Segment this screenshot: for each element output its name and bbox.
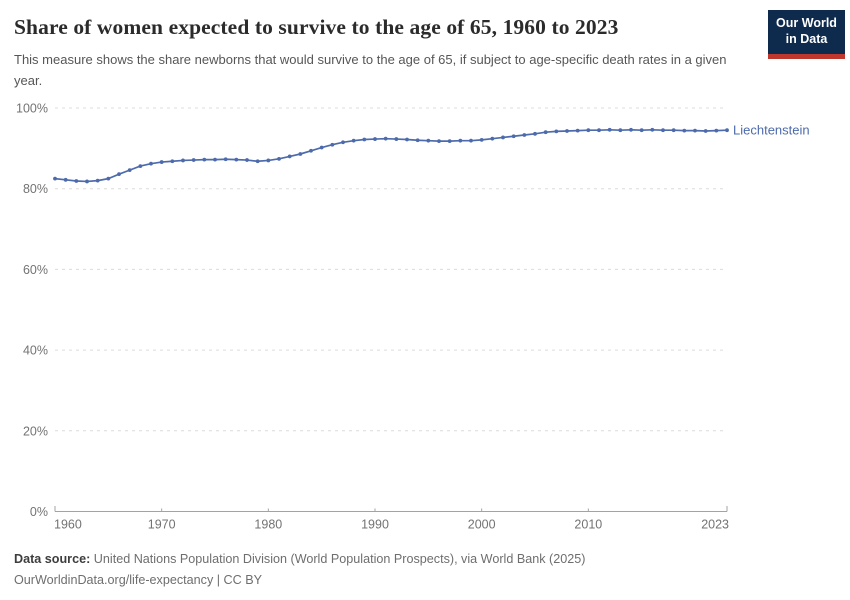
data-point xyxy=(202,157,207,162)
data-point xyxy=(138,164,143,168)
data-point xyxy=(330,142,335,147)
data-point xyxy=(629,127,633,132)
data-point xyxy=(533,131,537,136)
x-tick-label: 1990 xyxy=(361,518,389,532)
data-point xyxy=(277,156,281,161)
x-tick-label: 2000 xyxy=(468,518,496,532)
x-tick-label: 2010 xyxy=(574,518,602,532)
data-point xyxy=(191,158,196,162)
data-point xyxy=(618,128,623,133)
data-point xyxy=(170,159,175,164)
data-point xyxy=(597,128,601,133)
data-point xyxy=(522,133,527,137)
y-tick-label: 60% xyxy=(23,263,48,277)
footer-link-line[interactable]: OurWorldinData.org/life-expectancy | CC … xyxy=(14,573,263,587)
data-point xyxy=(213,157,217,162)
data-point xyxy=(63,177,68,182)
data-point xyxy=(714,128,719,133)
data-point xyxy=(266,158,271,163)
owid-logo-accent-bar xyxy=(768,54,845,60)
y-tick-label: 0% xyxy=(30,505,48,519)
data-point xyxy=(298,152,303,156)
data-point xyxy=(586,128,591,133)
owid-logo-line1: Our World xyxy=(776,16,837,30)
data-point xyxy=(287,154,292,159)
owid-logo[interactable]: Our World in Data xyxy=(768,10,845,60)
data-point xyxy=(682,128,687,133)
owid-logo-line2: in Data xyxy=(785,31,828,46)
data-point xyxy=(53,176,57,181)
x-tick-label: 2023 xyxy=(701,518,729,532)
data-point xyxy=(661,128,665,133)
data-point xyxy=(469,138,473,143)
chart-subtitle: This measure shows the share newborns th… xyxy=(14,52,727,88)
entity-label[interactable]: Liechtenstein xyxy=(733,123,810,138)
data-point xyxy=(181,158,185,163)
data-source-label: Data source: xyxy=(14,552,91,566)
y-tick-label: 100% xyxy=(16,102,48,116)
data-point xyxy=(127,168,132,173)
chart-footer: Data source: United Nations Population D… xyxy=(14,549,585,591)
data-point xyxy=(74,179,79,183)
data-point xyxy=(405,137,409,142)
x-tick-label: 1980 xyxy=(254,518,282,532)
data-point xyxy=(703,129,708,133)
data-point xyxy=(373,137,377,141)
line-chart: 0% 20% 40% 60% 80% 100% 1960 1970 1980 1990 2000 20… xyxy=(16,102,810,532)
data-point xyxy=(351,138,356,143)
data-point xyxy=(234,157,239,162)
data-point xyxy=(725,128,729,133)
data-point xyxy=(479,137,484,142)
data-point xyxy=(106,176,111,181)
data-point xyxy=(95,178,100,183)
data-point xyxy=(117,172,121,177)
data-point xyxy=(245,158,249,162)
data-point xyxy=(383,136,388,141)
data-point xyxy=(341,140,345,145)
data-point xyxy=(458,138,463,143)
page-title: Share of women expected to survive to th… xyxy=(14,15,619,39)
data-point xyxy=(85,179,89,184)
data-point xyxy=(415,138,420,143)
data-point xyxy=(575,128,580,133)
data-point xyxy=(255,159,260,164)
data-point xyxy=(309,148,313,153)
data-point xyxy=(437,139,441,143)
data-source-text: United Nations Population Division (Worl… xyxy=(90,552,586,566)
data-point xyxy=(319,145,324,150)
data-point xyxy=(511,134,516,139)
data-point xyxy=(543,130,548,135)
data-source-line: Data source: United Nations Population D… xyxy=(14,549,585,570)
y-tick-label: 40% xyxy=(23,344,48,358)
data-point xyxy=(565,129,569,133)
data-point xyxy=(639,128,644,133)
data-point xyxy=(554,129,559,134)
x-tick-label: 1970 xyxy=(148,518,176,532)
data-point xyxy=(447,139,452,143)
data-point xyxy=(671,128,676,133)
data-point xyxy=(223,157,228,162)
data-point xyxy=(394,137,399,141)
data-point xyxy=(149,161,153,166)
data-line[interactable] xyxy=(54,128,728,183)
data-point xyxy=(159,160,164,164)
data-point xyxy=(650,127,655,132)
y-tick-label: 80% xyxy=(23,182,48,196)
x-tick-label: 1960 xyxy=(54,518,82,532)
data-point xyxy=(607,127,612,132)
owid-logo-text: Our World in Data xyxy=(768,10,845,55)
y-tick-label: 20% xyxy=(23,424,48,438)
data-point xyxy=(362,137,367,142)
data-point xyxy=(426,138,431,143)
data-point xyxy=(490,136,495,141)
data-point xyxy=(693,128,697,133)
data-point xyxy=(501,135,505,140)
